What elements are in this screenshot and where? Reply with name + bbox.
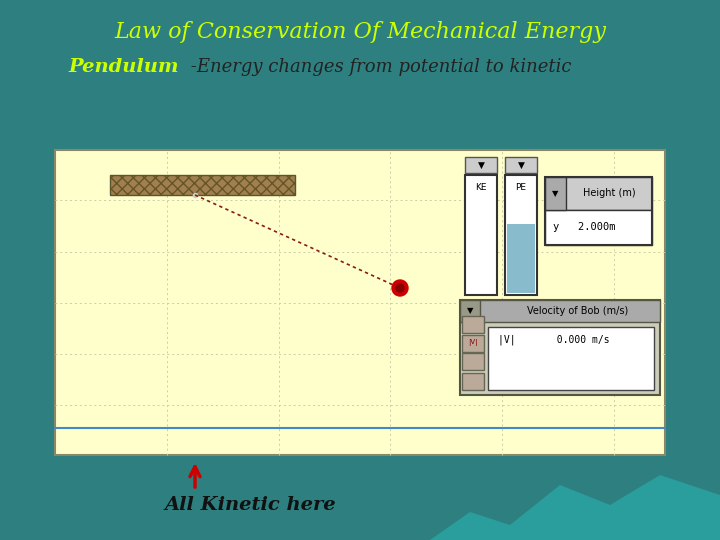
Bar <box>460 300 660 322</box>
Bar <box>465 175 497 295</box>
Polygon shape <box>430 475 720 540</box>
Bar <box>462 335 484 352</box>
Bar <box>110 175 295 195</box>
Bar <box>488 327 654 390</box>
Text: KE: KE <box>475 183 487 192</box>
Bar <box>505 175 537 295</box>
Text: ▼: ▼ <box>518 160 524 170</box>
Bar <box>545 177 567 210</box>
Bar <box>55 150 665 455</box>
Bar <box>505 157 537 173</box>
Bar <box>545 210 652 245</box>
Circle shape <box>396 284 404 292</box>
Text: ▼: ▼ <box>467 307 473 315</box>
Text: All Kinetic here: All Kinetic here <box>164 496 336 514</box>
Circle shape <box>392 280 408 296</box>
Text: Law of Conservation Of Mechanical Energy: Law of Conservation Of Mechanical Energy <box>114 21 606 43</box>
Text: Pendulum: Pendulum <box>68 58 179 76</box>
Text: |V|       0.000 m/s: |V| 0.000 m/s <box>498 335 610 345</box>
Text: ▼: ▼ <box>552 189 559 198</box>
Text: -Energy changes from potential to kinetic: -Energy changes from potential to kineti… <box>185 58 572 76</box>
Bar <box>507 224 535 293</box>
Bar <box>545 177 652 245</box>
Bar <box>545 177 652 210</box>
Text: ▼: ▼ <box>477 160 485 170</box>
Bar <box>462 373 484 390</box>
Bar <box>460 300 480 322</box>
Text: Velocity of Bob (m/s): Velocity of Bob (m/s) <box>527 306 629 316</box>
Bar <box>110 175 295 195</box>
Text: y   2.000m: y 2.000m <box>553 222 616 232</box>
Text: Height (m): Height (m) <box>583 188 636 198</box>
Text: |V|: |V| <box>468 340 478 347</box>
Bar <box>460 300 660 395</box>
Bar <box>465 157 497 173</box>
Bar <box>462 316 484 333</box>
Text: PE: PE <box>516 183 526 192</box>
Bar <box>462 353 484 370</box>
